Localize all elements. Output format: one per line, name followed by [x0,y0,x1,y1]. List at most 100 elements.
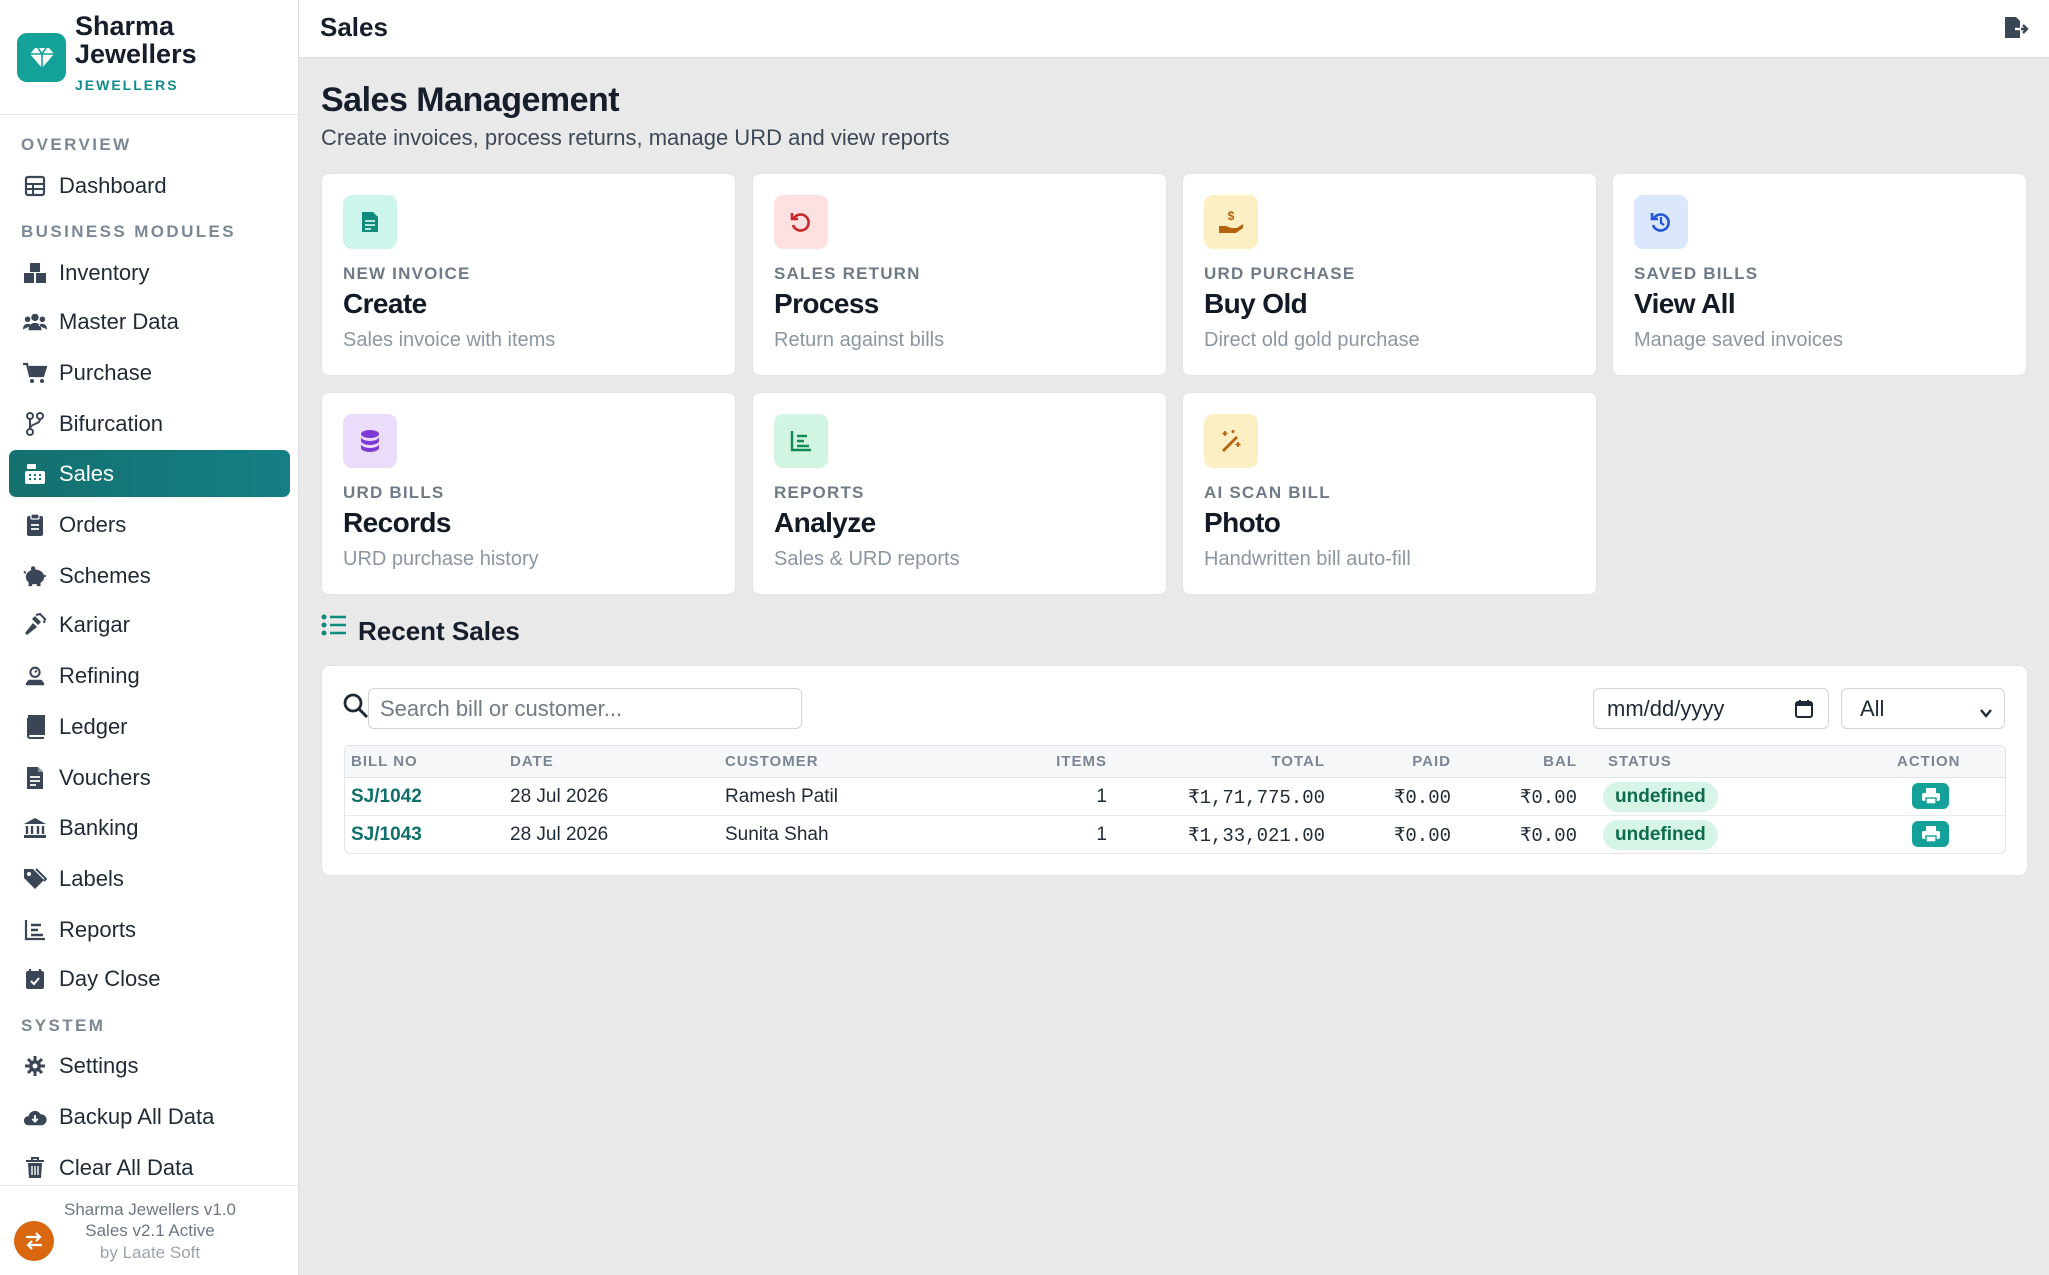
sidebar-item-inventory[interactable]: Inventory [9,249,290,296]
cell-items: 1 [1096,824,1107,845]
switch-icon[interactable] [14,1221,54,1261]
card-title: Process [774,288,879,319]
cell-total: ₹1,71,775.00 [1188,787,1325,809]
card-title: Buy Old [1204,288,1308,319]
sidebar-item-master-data[interactable]: Master Data [9,298,290,345]
grid-icon [23,174,47,198]
cell-balance: ₹0.00 [1519,825,1577,847]
logout-icon[interactable] [2003,16,2029,42]
sidebar-item-refining[interactable]: Refining [9,652,290,699]
calendar-icon[interactable] [1794,699,1814,719]
card-kicker: NEW INVOICE [343,264,471,283]
card-subtitle: URD purchase history [343,548,539,570]
section-overview: OVERVIEW [21,135,132,154]
sidebar-item-label: Bifurcation [59,410,163,436]
col-date: DATE [510,753,554,770]
card-subtitle: Sales invoice with items [343,329,556,351]
page-subtitle: Create invoices, process returns, manage… [321,125,950,150]
sidebar-item-dashboard[interactable]: Dashboard [9,162,290,209]
sidebar-item-karigar[interactable]: Karigar [9,601,290,648]
status-badge: undefined [1603,820,1718,850]
table-row[interactable]: SJ/1043 28 Jul 2026 Sunita Shah 1 ₹1,33,… [345,816,2005,853]
cell-date: 28 Jul 2026 [510,824,609,845]
sidebar-item-label: Refining [59,662,140,688]
printer-icon [1921,826,1940,843]
sidebar-item-sales[interactable]: Sales [9,450,290,497]
sidebar-item-label: Backup All Data [59,1103,215,1129]
status-filter-select[interactable]: All [1841,688,2005,729]
sidebar-item-label: Dashboard [59,172,167,198]
sidebar-item-settings[interactable]: Settings [9,1042,290,1089]
sidebar-item-reports[interactable]: Reports [9,906,290,953]
invoice-icon [343,195,397,249]
sidebar-item-label: Day Close [59,965,161,991]
topbar: Sales [299,0,2049,58]
sidebar: Sharma Jewellers JEWELLERS OVERVIEW Dash… [0,0,299,1275]
footer-module: Sales v2.1 Active [85,1221,215,1240]
sidebar-item-label: Clear All Data [59,1154,194,1180]
print-button[interactable] [1912,783,1949,809]
col-bal: BAL [1543,753,1577,770]
scale-icon [23,664,47,688]
svg-text:$: $ [1228,210,1235,223]
sidebar-item-clear-data[interactable]: Clear All Data [9,1144,290,1191]
card-reports[interactable]: REPORTS Analyze Sales & URD reports [752,392,1167,595]
card-subtitle: Return against bills [774,329,945,351]
card-subtitle: Handwritten bill auto-fill [1204,548,1411,570]
sidebar-item-orders[interactable]: Orders [9,501,290,548]
col-customer: CUSTOMER [725,753,819,770]
clipboard-icon [23,513,47,537]
table-row[interactable]: SJ/1042 28 Jul 2026 Ramesh Patil 1 ₹1,71… [345,778,2005,816]
list-icon [321,614,347,641]
page-header-title: Sales [320,12,388,42]
card-kicker: AI SCAN BILL [1204,483,1331,502]
sidebar-item-ledger[interactable]: Ledger [9,703,290,750]
sidebar-item-label: Settings [59,1052,139,1078]
sidebar-item-label: Master Data [59,308,179,334]
trash-icon [23,1156,47,1180]
sidebar-item-labels[interactable]: Labels [9,855,290,902]
print-button[interactable] [1912,821,1949,847]
card-saved-bills[interactable]: SAVED BILLS View All Manage saved invoic… [1612,173,2027,376]
bill-no-link[interactable]: SJ/1043 [351,824,422,845]
sidebar-item-banking[interactable]: Banking [9,804,290,851]
cell-total: ₹1,33,021.00 [1188,825,1325,847]
branch-icon [23,412,47,436]
diamond-icon [17,33,66,82]
sidebar-item-label: Reports [59,916,137,942]
sidebar-item-backup[interactable]: Backup All Data [9,1093,290,1140]
card-urd-bills[interactable]: URD BILLS Records URD purchase history [321,392,736,595]
brand-header: Sharma Jewellers JEWELLERS [0,0,298,115]
card-kicker: SALES RETURN [774,264,921,283]
footer-credit: by Laate Soft [99,1243,201,1262]
sidebar-item-bifurcation[interactable]: Bifurcation [9,400,290,447]
calendar-check-icon [23,967,47,991]
sidebar-item-label: Inventory [59,259,150,285]
sidebar-item-day-close[interactable]: Day Close [9,955,290,1002]
card-new-invoice[interactable]: NEW INVOICE Create Sales invoice with it… [321,173,736,376]
cell-customer: Ramesh Patil [725,786,838,807]
search-input[interactable] [368,688,802,729]
recent-sales-heading: Recent Sales [321,614,520,646]
card-kicker: URD PURCHASE [1204,264,1356,283]
sidebar-item-schemes[interactable]: Schemes [9,552,290,599]
date-filter-input[interactable]: mm/dd/yyyy [1593,688,1829,729]
undo-icon [774,195,828,249]
piggy-bank-icon [23,564,47,588]
history-icon [1634,195,1688,249]
card-urd-purchase[interactable]: $ URD PURCHASE Buy Old Direct old gold p… [1182,173,1597,376]
card-sales-return[interactable]: SALES RETURN Process Return against bill… [752,173,1167,376]
cell-date: 28 Jul 2026 [510,786,609,807]
card-title: Photo [1204,507,1281,538]
sidebar-item-label: Orders [59,511,127,537]
card-subtitle: Manage saved invoices [1634,329,1844,351]
sidebar-item-label: Purchase [59,359,152,385]
col-paid: PAID [1412,753,1451,770]
sidebar-item-vouchers[interactable]: Vouchers [9,754,290,801]
bill-no-link[interactable]: SJ/1042 [351,786,422,807]
chart-icon [23,918,47,942]
sidebar-item-purchase[interactable]: Purchase [9,349,290,396]
col-status: STATUS [1608,753,1672,770]
sidebar-item-label: Schemes [59,562,151,588]
card-ai-scan-bill[interactable]: AI SCAN BILL Photo Handwritten bill auto… [1182,392,1597,595]
